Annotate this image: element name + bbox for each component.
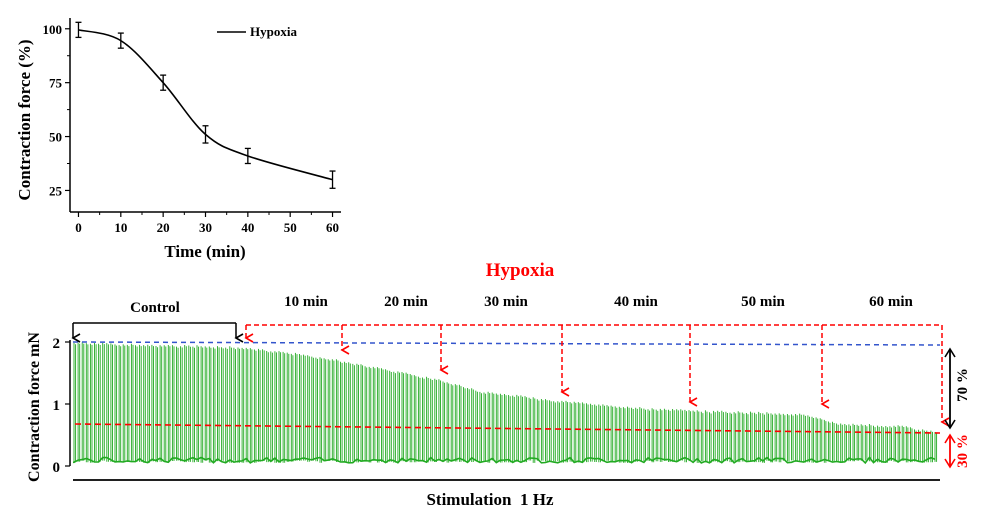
chart1-y-axis-label: Contraction force (%) bbox=[15, 39, 34, 200]
hypoxia-time-chart: 0 10 20 30 40 50 60 25 50 75 100 Hypoxia Time (min… bbox=[15, 18, 341, 261]
error-bar bbox=[202, 125, 209, 144]
chart2-ticks: 0 1 2 bbox=[53, 336, 70, 476]
chart1-y-tick-label: 50 bbox=[49, 130, 62, 145]
chart1-error-bars bbox=[75, 21, 336, 189]
trace-twitches bbox=[73, 342, 938, 463]
chart2-y-tick-label: 0 bbox=[53, 460, 61, 476]
chart1-x-tick-label: 60 bbox=[326, 220, 339, 235]
chart2-x-axis-label: Stimulation 1 Hz bbox=[426, 490, 553, 509]
percent-label-30: 30 % bbox=[955, 434, 971, 468]
chart1-y-tick-label: 100 bbox=[43, 22, 63, 37]
error-bar bbox=[117, 32, 124, 49]
interval-label: 50 min bbox=[741, 294, 785, 310]
interval-label: 20 min bbox=[384, 294, 428, 310]
series-line-hypoxia bbox=[78, 29, 333, 181]
legend-label-hypoxia: Hypoxia bbox=[250, 24, 297, 39]
error-bar bbox=[329, 170, 336, 189]
stimulation-trace-chart: Hypoxia Contraction force mN 0 1 2 Control… bbox=[26, 260, 971, 509]
chart2-y-tick-label: 1 bbox=[53, 398, 61, 414]
interval-markers bbox=[244, 324, 950, 427]
error-bar bbox=[244, 147, 251, 165]
percent-label-70: 70 % bbox=[955, 368, 971, 402]
chart1-x-tick-label: 10 bbox=[114, 220, 127, 235]
legend: Hypoxia bbox=[217, 24, 297, 39]
interval-label: 40 min bbox=[614, 294, 658, 310]
chart2-title: Hypoxia bbox=[486, 260, 555, 281]
chart2-y-axis-label: Contraction force mN bbox=[26, 332, 43, 482]
reference-line-peak bbox=[72, 341, 941, 346]
percentage-indicator bbox=[944, 347, 956, 469]
control-label: Control bbox=[130, 300, 180, 316]
chart2-y-tick-label: 2 bbox=[53, 336, 61, 352]
interval-label: 30 min bbox=[484, 294, 528, 310]
chart1-axes bbox=[69, 18, 341, 213]
interval-label: 10 min bbox=[284, 294, 328, 310]
chart1-y-tick-label: 75 bbox=[49, 76, 63, 91]
chart1-x-tick-label: 0 bbox=[75, 220, 82, 235]
control-bracket bbox=[71, 322, 244, 343]
error-bar bbox=[160, 74, 167, 91]
chart1-x-tick-label: 50 bbox=[284, 220, 297, 235]
green-force-trace bbox=[72, 342, 938, 465]
chart1-x-axis-label: Time (min) bbox=[164, 242, 245, 261]
chart1-x-tick-label: 20 bbox=[157, 220, 170, 235]
chart1-x-tick-label: 30 bbox=[199, 220, 212, 235]
chart1-y-tick-label: 25 bbox=[49, 183, 63, 198]
chart1-x-tick-label: 40 bbox=[241, 220, 254, 235]
interval-label: 60 min bbox=[869, 294, 913, 310]
chart1-ticks: 0 10 20 30 40 50 60 25 50 75 100 bbox=[43, 22, 340, 235]
trace-baseline bbox=[72, 456, 936, 465]
interval-labels: 10 min 20 min 30 min 40 min 50 min 60 min bbox=[284, 294, 913, 310]
error-bar bbox=[75, 21, 82, 39]
reference-line-baseline bbox=[74, 423, 941, 434]
